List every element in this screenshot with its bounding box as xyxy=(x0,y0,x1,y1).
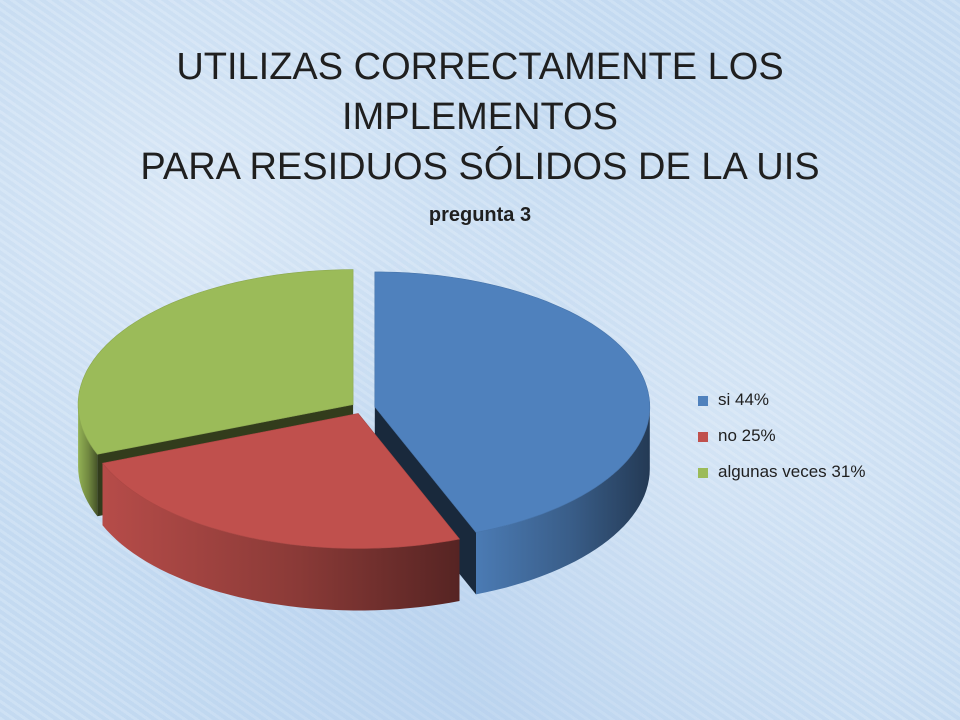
chart-title: pregunta 3 xyxy=(428,204,532,226)
pie-slice-side xyxy=(476,406,650,595)
pie-slices xyxy=(77,269,651,611)
legend-label-algunas-veces: algunas veces 31% xyxy=(718,462,866,481)
pie-slice-si xyxy=(374,271,651,533)
legend-label-no: no 25% xyxy=(718,426,776,445)
legend-label-si: si 44% xyxy=(718,390,770,409)
legend-swatch-no xyxy=(698,432,708,442)
pie-slice-side xyxy=(102,463,460,611)
slide-title: UTILIZAS CORRECTAMENTE LOS IMPLEMENTOS P… xyxy=(140,46,820,188)
legend-swatch-algunas-veces xyxy=(698,468,708,478)
pie-slice-no xyxy=(101,413,461,549)
pie-slice-side xyxy=(78,404,98,517)
pie-slice-algunas xyxy=(77,269,354,455)
legend-swatch-si xyxy=(698,396,708,406)
